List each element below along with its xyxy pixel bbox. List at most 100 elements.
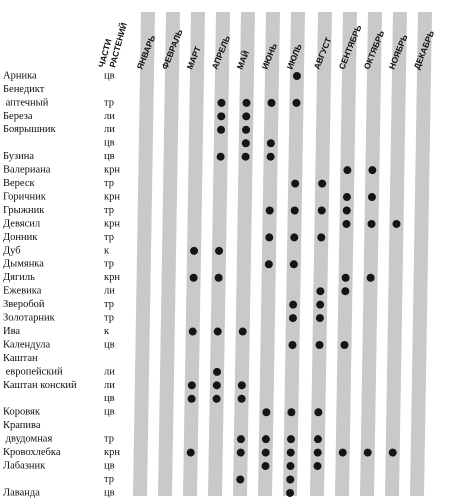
plant-part: цв <box>104 460 115 471</box>
harvest-dot <box>340 341 349 349</box>
harvest-dot <box>266 152 275 161</box>
plant-name: двудомная <box>3 434 52 445</box>
harvest-dot <box>366 273 375 282</box>
harvest-dot <box>265 206 274 215</box>
harvest-dot <box>338 448 347 457</box>
harvest-dot <box>367 193 376 202</box>
harvest-dot <box>241 152 250 161</box>
harvest-dot <box>265 233 274 242</box>
harvest-dot <box>212 394 221 403</box>
plant-part: тр <box>104 232 114 243</box>
plant-name: Золотарник <box>3 313 56 324</box>
harvest-dot <box>342 193 351 202</box>
plant-part: ли <box>104 111 115 122</box>
harvest-dot <box>242 112 251 121</box>
plant-name: Донник <box>3 232 38 243</box>
harvest-dot <box>217 125 226 134</box>
plant-name: Дуб <box>3 245 21 256</box>
plant-name: Каштан конский <box>3 380 77 391</box>
harvest-dot <box>288 341 297 349</box>
month-band <box>410 12 432 496</box>
harvest-dot <box>343 166 352 175</box>
harvest-dot <box>317 233 326 242</box>
harvest-dot <box>286 435 295 444</box>
plant-part: цв <box>104 393 115 404</box>
plant-name: Грыжник <box>3 205 45 216</box>
harvest-dot <box>238 327 247 336</box>
plant-part: тр <box>104 299 114 310</box>
month-band <box>158 12 180 496</box>
harvest-dot <box>314 408 323 417</box>
plant-part: ли <box>104 380 115 391</box>
harvest-dot <box>216 152 225 161</box>
harvest-dot <box>217 98 226 107</box>
plant-name: Бенедикт <box>3 84 45 95</box>
harvest-dot <box>315 341 324 349</box>
harvest-dot <box>242 125 251 134</box>
harvest-dot <box>342 206 351 215</box>
plant-name: Лаванда <box>3 487 40 498</box>
month-band <box>310 12 332 496</box>
harvest-dot <box>286 448 295 457</box>
harvest-dot <box>287 408 296 417</box>
harvest-dot <box>368 166 377 175</box>
harvest-dot <box>236 435 245 444</box>
plant-part: крн <box>104 218 120 229</box>
harvest-dot <box>342 219 351 228</box>
plant-name: Боярышник <box>3 124 57 135</box>
harvest-dot <box>212 381 221 390</box>
plant-name: Кровохлебка <box>3 447 61 458</box>
plant-part: ли <box>104 124 115 135</box>
plant-name: Зверобой <box>3 299 45 310</box>
harvest-dot <box>316 300 325 309</box>
harvest-dot <box>266 139 275 148</box>
plant-name: Горичник <box>3 191 47 202</box>
plant-part: тр <box>104 474 114 485</box>
harvest-dot <box>341 273 350 282</box>
harvest-dot <box>286 462 295 471</box>
plant-part: ли <box>104 366 115 377</box>
harvest-dot <box>213 367 222 376</box>
plant-name: Дымянка <box>3 259 44 270</box>
month-band <box>385 12 407 496</box>
harvest-dot <box>315 314 324 323</box>
month-band <box>133 12 155 496</box>
plant-name: европейский <box>3 366 63 377</box>
plant-name: Ежевика <box>3 286 42 297</box>
plant-part: цв <box>104 138 115 149</box>
harvest-dot <box>186 448 195 457</box>
plant-part: тр <box>104 313 114 324</box>
plant-name: Крапива <box>3 420 41 431</box>
month-band <box>335 12 357 496</box>
harvest-dot <box>187 394 196 403</box>
harvest-dot <box>236 448 245 457</box>
plant-name: Бузина <box>3 151 34 162</box>
plant-part: крн <box>104 191 120 202</box>
harvest-dot <box>188 327 197 336</box>
plant-name: Коровяк <box>3 407 41 418</box>
harvest-dot <box>313 435 322 444</box>
month-band <box>360 12 382 496</box>
plant-part: цв <box>104 70 115 81</box>
plant-name: Береза <box>3 111 33 122</box>
plant-name: Лабазник <box>3 460 46 471</box>
harvest-dot <box>242 98 251 107</box>
plant-part: цв <box>104 151 115 162</box>
plant-part: цв <box>104 407 115 418</box>
harvest-dot <box>190 246 199 255</box>
harvest-dot <box>286 488 295 497</box>
harvest-dot <box>290 206 299 215</box>
harvest-dot <box>241 139 250 148</box>
plant-part: тр <box>104 178 114 189</box>
harvest-dot <box>317 206 326 215</box>
harvest-dot <box>316 287 325 296</box>
plant-name: Каштан <box>3 353 38 364</box>
harvest-dot <box>261 462 270 471</box>
plant-name: Девясил <box>3 218 40 229</box>
harvest-dot <box>313 462 322 471</box>
plant-name: Календула <box>3 339 51 350</box>
plant-name: Ива <box>3 326 20 337</box>
harvest-dot <box>289 300 298 309</box>
plant-name: аптечный <box>3 97 49 108</box>
